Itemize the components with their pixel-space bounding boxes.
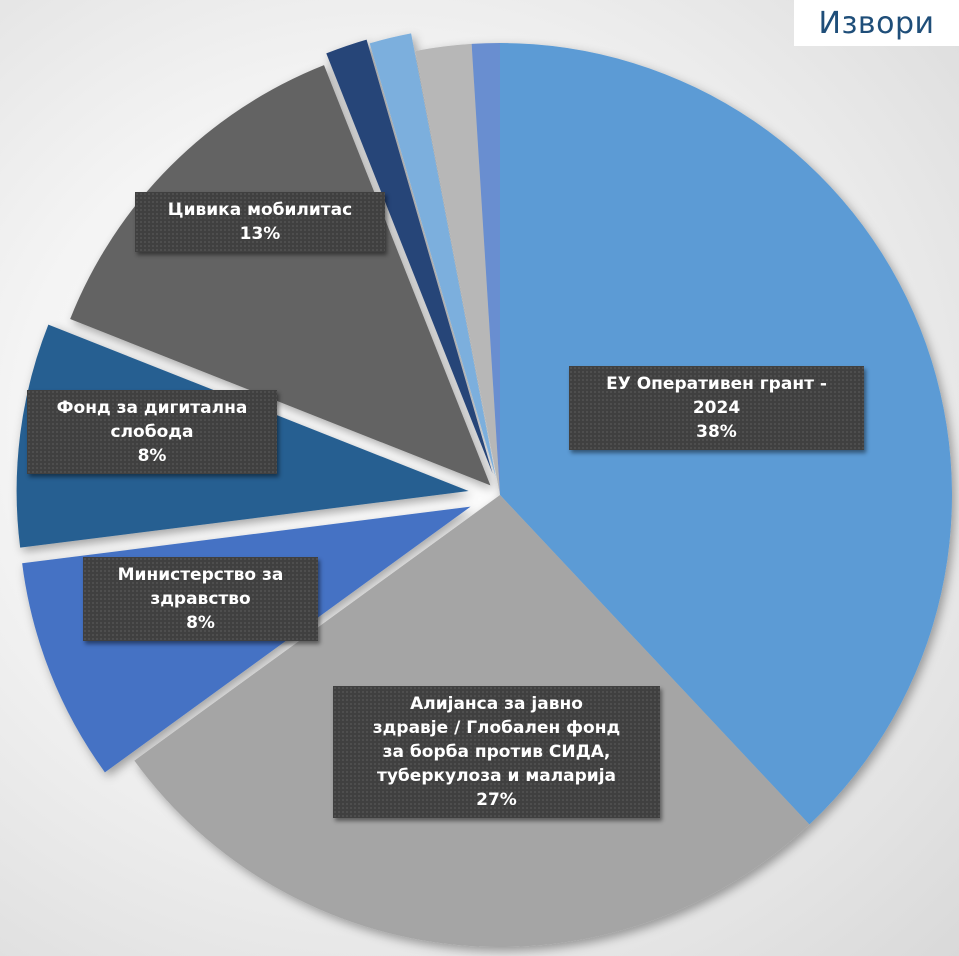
- data-label-2: Министерство за здравство 8%: [83, 557, 318, 641]
- data-label-text: здравје / Глобален фонд: [372, 718, 621, 738]
- pie-slice-5: [326, 39, 493, 474]
- data-label-percent: 27%: [476, 790, 517, 810]
- data-label-text: Алијанса за јавно: [410, 694, 583, 714]
- data-label-3: Фонд за дигитална слобода 8%: [27, 390, 277, 474]
- data-label-percent: 13%: [239, 224, 281, 244]
- data-label-text: Цивика мобилитас: [167, 200, 353, 220]
- pie-slice-6: [369, 33, 496, 478]
- data-label-text: туберкулоза и маларија: [376, 766, 617, 786]
- data-label-4: Цивика мобилитас 13%: [135, 192, 385, 252]
- chart-title: Извори: [794, 0, 959, 46]
- data-label-text: здравство: [150, 589, 251, 609]
- data-label-1: Алијанса за јавно здравје / Глобален фонд…: [333, 686, 660, 818]
- data-label-text: слобода: [110, 422, 194, 442]
- pie-slice-4: [70, 65, 491, 486]
- pie-slice-7: [415, 43, 500, 496]
- data-label-text: 2024: [692, 398, 741, 418]
- pie-slice-8: [471, 43, 500, 495]
- data-label-text: за борба против СИДА,: [382, 742, 611, 762]
- data-label-text: ЕУ Оперативен грант -: [606, 374, 827, 394]
- data-label-text: Фонд за дигитална: [56, 398, 248, 418]
- data-label-0: ЕУ Оперативен грант - 2024 38%: [569, 366, 864, 450]
- data-label-percent: 8%: [186, 613, 215, 633]
- data-label-text: Министерство за: [117, 565, 284, 585]
- data-label-percent: 38%: [696, 422, 737, 442]
- data-label-percent: 8%: [137, 446, 167, 466]
